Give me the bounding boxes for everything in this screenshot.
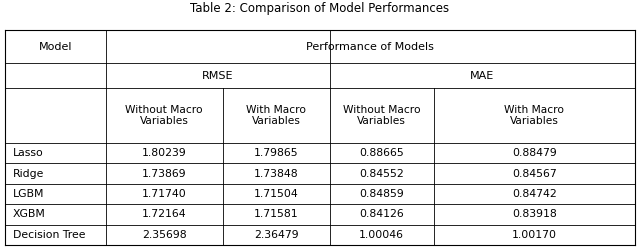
Text: 0.84859: 0.84859 [360,189,404,199]
Text: MAE: MAE [470,71,494,81]
Text: Performance of Models: Performance of Models [307,42,434,52]
Text: 1.79865: 1.79865 [254,148,298,158]
Text: Table 2: Comparison of Model Performances: Table 2: Comparison of Model Performance… [191,2,449,15]
Text: 1.80239: 1.80239 [142,148,186,158]
Text: 1.00170: 1.00170 [512,230,557,240]
Text: XGBM: XGBM [13,209,45,219]
Text: Ridge: Ridge [13,168,44,178]
Text: 0.84742: 0.84742 [512,189,557,199]
Text: 1.71740: 1.71740 [142,189,186,199]
Text: 0.84126: 0.84126 [360,209,404,219]
Text: 0.84567: 0.84567 [512,168,557,178]
Text: 1.72164: 1.72164 [142,209,186,219]
Text: Decision Tree: Decision Tree [13,230,85,240]
Text: 1.73869: 1.73869 [142,168,186,178]
Text: With Macro
Variables: With Macro Variables [246,105,306,126]
Text: With Macro
Variables: With Macro Variables [504,105,564,126]
Text: Without Macro
Variables: Without Macro Variables [125,105,203,126]
Text: 1.73848: 1.73848 [254,168,298,178]
Text: 0.83918: 0.83918 [512,209,557,219]
Text: LGBM: LGBM [13,189,44,199]
Text: Model: Model [38,42,72,52]
Text: 1.71581: 1.71581 [254,209,298,219]
Text: 0.88479: 0.88479 [512,148,557,158]
Text: 1.71504: 1.71504 [254,189,298,199]
Text: 0.84552: 0.84552 [360,168,404,178]
Text: 1.00046: 1.00046 [359,230,404,240]
Text: RMSE: RMSE [202,71,234,81]
Text: 2.36479: 2.36479 [254,230,298,240]
Text: Without Macro
Variables: Without Macro Variables [343,105,420,126]
Text: Lasso: Lasso [13,148,44,158]
Text: 0.88665: 0.88665 [360,148,404,158]
Text: 2.35698: 2.35698 [142,230,186,240]
